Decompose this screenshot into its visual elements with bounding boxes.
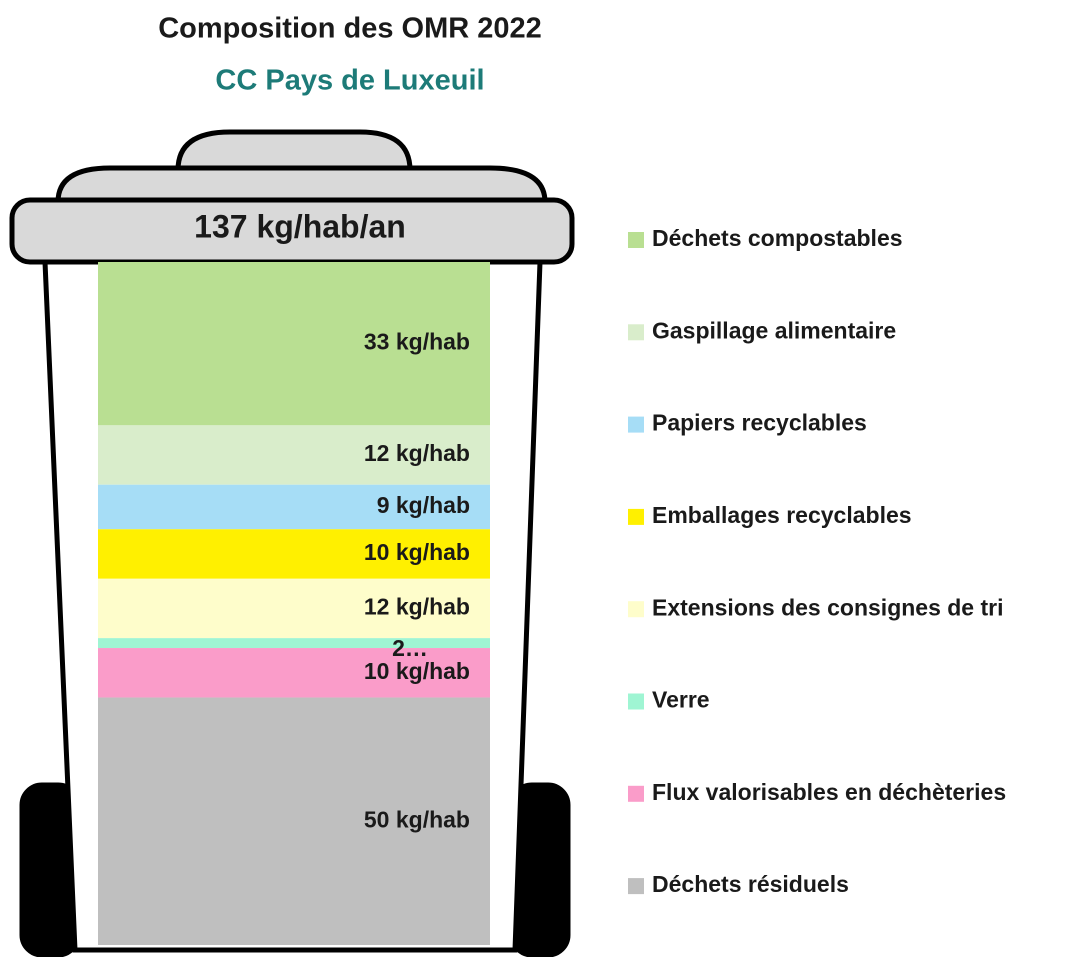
chart-subtitle: CC Pays de Luxeuil bbox=[215, 65, 484, 97]
bar-segment bbox=[98, 529, 490, 579]
lid-handle bbox=[175, 129, 413, 173]
legend-swatch bbox=[628, 324, 644, 341]
legend-label: Emballages recyclables bbox=[652, 502, 912, 528]
legend-label: Flux valorisables en déchèteries bbox=[652, 779, 1006, 805]
bar-segment bbox=[98, 697, 490, 945]
legend-label: Verre bbox=[652, 687, 710, 713]
bar-segment bbox=[98, 484, 490, 530]
legend-label: Déchets compostables bbox=[652, 225, 903, 251]
bar-segment bbox=[98, 638, 490, 649]
legend-swatch bbox=[628, 416, 644, 433]
data-label: 50 kg/hab bbox=[364, 806, 470, 832]
legend-swatch bbox=[628, 601, 644, 618]
bar-segment bbox=[98, 578, 490, 639]
data-label: 2… bbox=[392, 635, 428, 661]
bar-segment bbox=[98, 648, 490, 698]
data-label: 33 kg/hab bbox=[364, 329, 470, 355]
data-label: 10 kg/hab bbox=[364, 539, 470, 565]
legend-swatch bbox=[628, 878, 644, 895]
data-label: 12 kg/hab bbox=[364, 594, 470, 620]
legend-swatch bbox=[628, 232, 644, 248]
bar-segment bbox=[98, 262, 490, 426]
chart-title: Composition des OMR 2022 bbox=[158, 13, 542, 45]
bar-segment bbox=[98, 425, 490, 485]
legend-label: Extensions des consignes de tri bbox=[652, 594, 1004, 620]
legend-swatch bbox=[628, 785, 644, 802]
data-label: 9 kg/hab bbox=[377, 492, 470, 518]
lid-top bbox=[55, 165, 548, 205]
data-label: 10 kg/hab bbox=[364, 658, 470, 684]
total-label: 137 kg/hab/an bbox=[194, 208, 406, 244]
legend-label: Gaspillage alimentaire bbox=[652, 317, 896, 343]
legend-label: Papiers recyclables bbox=[652, 410, 867, 436]
legend-swatch bbox=[628, 693, 644, 710]
data-label: 12 kg/hab bbox=[364, 440, 470, 466]
legend-label: Déchets résiduels bbox=[652, 871, 849, 897]
legend-swatch bbox=[628, 508, 644, 525]
